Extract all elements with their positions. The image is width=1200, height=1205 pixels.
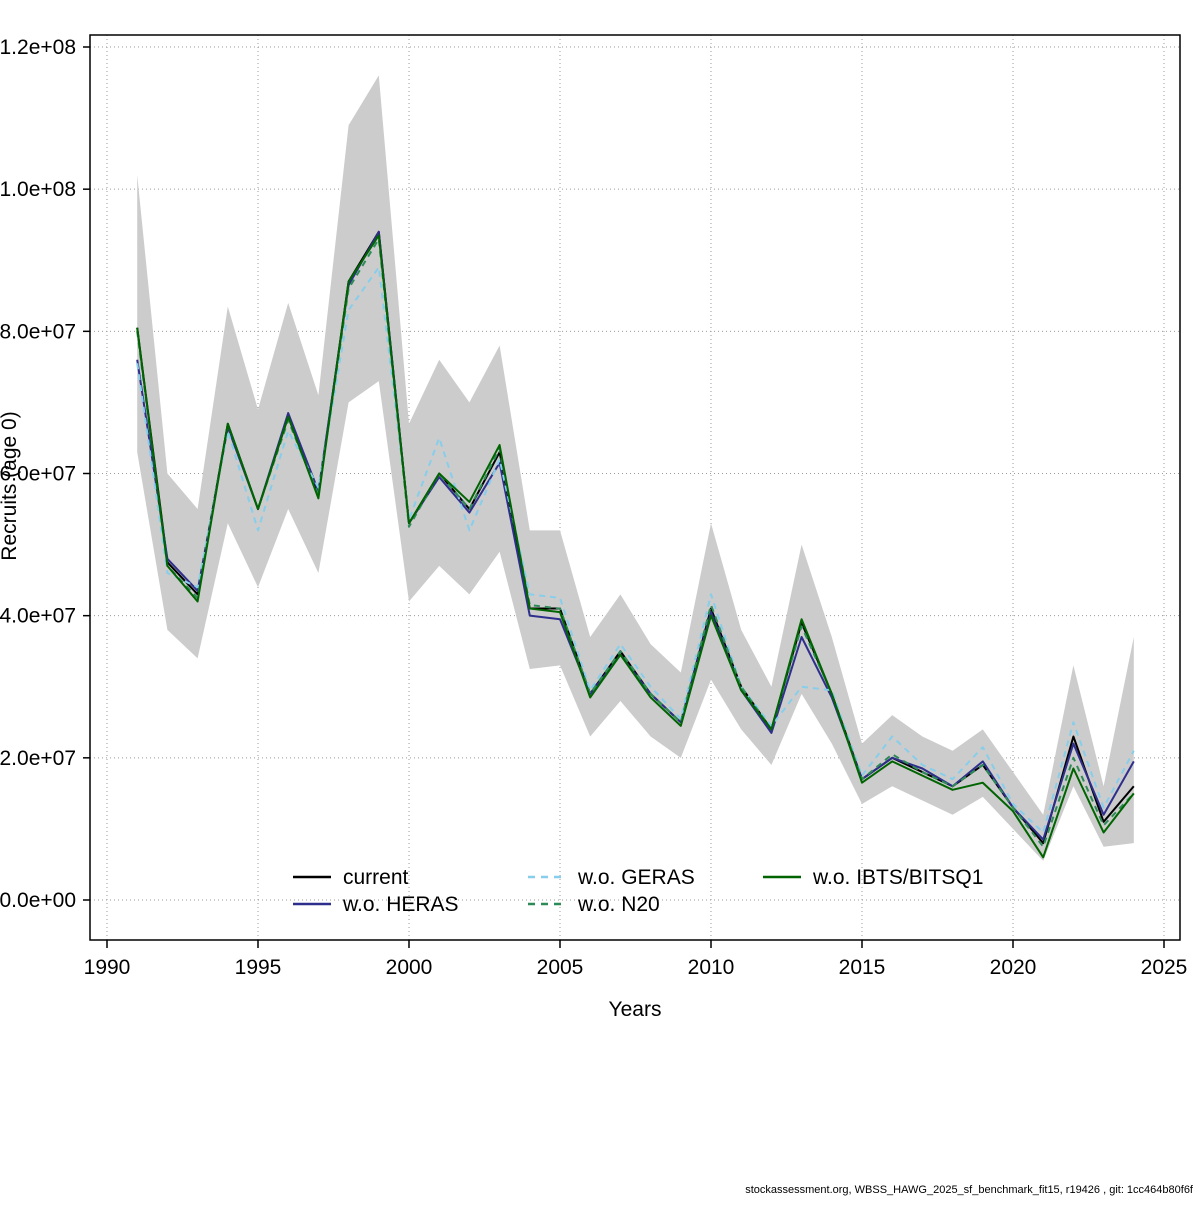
x-axis-title: Years [609, 998, 662, 1021]
x-tick-label: 2005 [537, 956, 584, 979]
confidence-band [137, 75, 1134, 861]
plot-border [89, 34, 1181, 941]
y-tick-label: 6.0e+07 [0, 463, 76, 486]
y-axis-title: Recruits (age 0) [0, 411, 21, 560]
x-tick-label: 2025 [1141, 956, 1188, 979]
y-tick-label: 1.2e+08 [0, 36, 76, 59]
series-layer [136, 230, 1135, 859]
y-tick-label: 2.0e+07 [0, 747, 76, 770]
band-layer [137, 75, 1134, 861]
legend: current w.o. HERAS w.o. GERAS w.o. N20 w.o. … [293, 866, 983, 916]
x-tick-label: 1990 [84, 956, 131, 979]
legend-label-current: current [343, 866, 409, 889]
y-tick-label: 0.0e+00 [0, 889, 76, 912]
y-tick-label: 1.0e+08 [0, 178, 76, 201]
x-tick-label: 2015 [839, 956, 886, 979]
x-tick-label: 2010 [688, 956, 735, 979]
axes-layer: 1990 1995 2000 2005 2010 2015 2020 2025 0.0e+00 2… [0, 34, 1188, 979]
series-line-w-o-ibts-bitsq1 [136, 234, 1135, 859]
legend-label-w-o-heras: w.o. HERAS [342, 893, 459, 916]
x-tick-label: 2000 [386, 956, 433, 979]
x-tick-label: 1995 [235, 956, 282, 979]
series-line-w-o-heras [136, 230, 1135, 841]
footer-note: stockassessment.org, WBSS_HAWG_2025_sf_b… [745, 1184, 1194, 1196]
legend-label-w-o-ibts-bitsq1: w.o. IBTS/BITSQ1 [812, 866, 983, 889]
legend-label-w-o-n20: w.o. N20 [577, 893, 660, 916]
y-tick-label: 8.0e+07 [0, 320, 76, 343]
x-tick-label: 2020 [990, 956, 1037, 979]
legend-label-w-o-geras: w.o. GERAS [577, 866, 695, 889]
series-line-w-o-geras [136, 266, 1135, 834]
y-tick-label: 4.0e+07 [0, 605, 76, 628]
